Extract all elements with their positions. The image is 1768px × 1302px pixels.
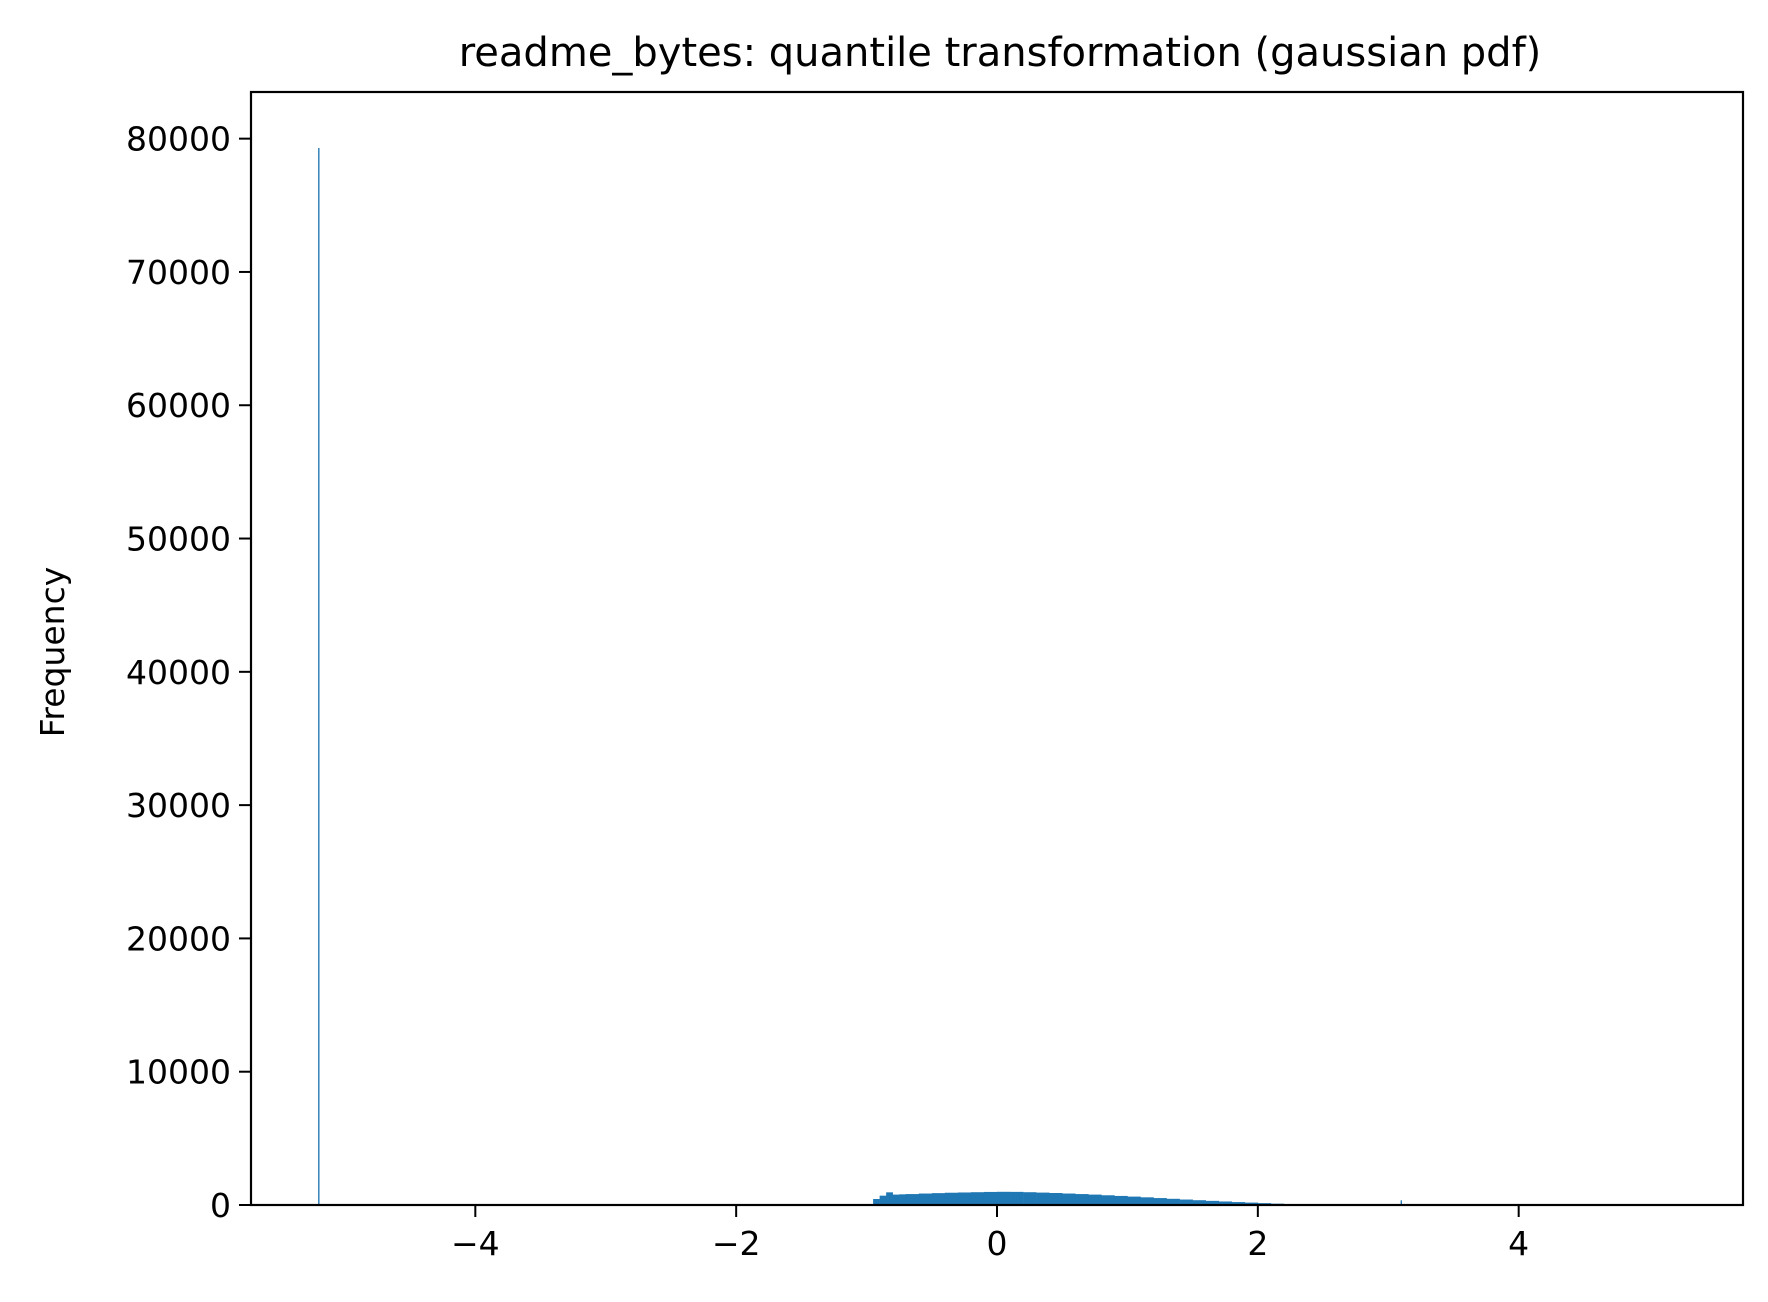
x-tick-label: 2 <box>1247 1224 1268 1263</box>
y-tick-label: 40000 <box>126 653 231 692</box>
histogram-bar <box>1153 1198 1167 1205</box>
histogram-bar <box>892 1194 900 1205</box>
y-tick-label: 30000 <box>126 786 231 825</box>
y-axis-ticks: 0 10000 20000 30000 40000 50000 60000 70000 8000… <box>126 120 251 1225</box>
plot-area-frame <box>249 90 1745 1207</box>
x-axis-ticks: −4 −2 0 2 4 <box>451 1205 1529 1263</box>
x-tick-label: 4 <box>1508 1224 1529 1263</box>
histogram-bar <box>1231 1202 1246 1205</box>
histogram-bar <box>1101 1195 1115 1205</box>
histogram-bar <box>1244 1202 1259 1205</box>
histogram-bar <box>1127 1196 1141 1205</box>
x-tick-label: −4 <box>451 1224 500 1263</box>
histogram-bar <box>1088 1194 1102 1205</box>
histogram-bars <box>318 147 1402 1205</box>
histogram-bar-outlier <box>1400 1200 1402 1205</box>
histogram-bar <box>1036 1192 1050 1205</box>
histogram-bar <box>957 1192 972 1205</box>
y-axis-label: Frequency <box>33 567 72 737</box>
histogram-bar <box>886 1192 893 1205</box>
y-tick-label: 60000 <box>126 386 231 425</box>
histogram-bar <box>1075 1194 1089 1205</box>
histogram-bar <box>1114 1195 1128 1205</box>
y-tick-label: 10000 <box>126 1053 231 1092</box>
histogram-bar <box>1179 1199 1193 1205</box>
histogram-bar <box>1010 1191 1024 1205</box>
y-tick-label: 20000 <box>126 919 231 958</box>
y-tick-label: 50000 <box>126 520 231 559</box>
chart-title: readme_bytes: quantile transformation (g… <box>459 30 1542 76</box>
histogram-bar <box>997 1191 1011 1205</box>
histogram-bar <box>970 1192 985 1205</box>
histogram-bar <box>1192 1200 1206 1205</box>
y-tick-label: 70000 <box>126 253 231 292</box>
histogram-bar <box>944 1192 959 1205</box>
y-tick-label: 80000 <box>126 120 231 159</box>
histogram-bar <box>1049 1193 1063 1205</box>
histogram-bar <box>1023 1192 1037 1205</box>
histogram-bar <box>1218 1201 1233 1205</box>
histogram-bar <box>1205 1200 1220 1205</box>
histogram-bar <box>899 1194 907 1205</box>
histogram-bar-spike <box>318 147 320 1205</box>
histogram-bar <box>1166 1198 1180 1205</box>
histogram-bar <box>1062 1193 1076 1205</box>
x-tick-label: −2 <box>712 1224 761 1263</box>
histogram-bar <box>983 1191 998 1205</box>
histogram-bar <box>905 1194 920 1205</box>
histogram-bar <box>879 1195 887 1205</box>
histogram-bar <box>931 1193 946 1205</box>
histogram-bar <box>1140 1197 1154 1205</box>
histogram-bar <box>918 1193 933 1205</box>
histogram-bar <box>873 1199 880 1205</box>
x-tick-label: 0 <box>987 1224 1008 1263</box>
y-tick-label: 0 <box>210 1186 231 1225</box>
